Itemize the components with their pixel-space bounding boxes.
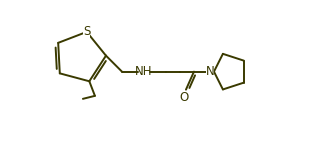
Text: NH: NH — [135, 65, 153, 78]
Text: N: N — [206, 65, 214, 78]
Text: S: S — [83, 25, 90, 38]
Text: O: O — [179, 91, 189, 104]
